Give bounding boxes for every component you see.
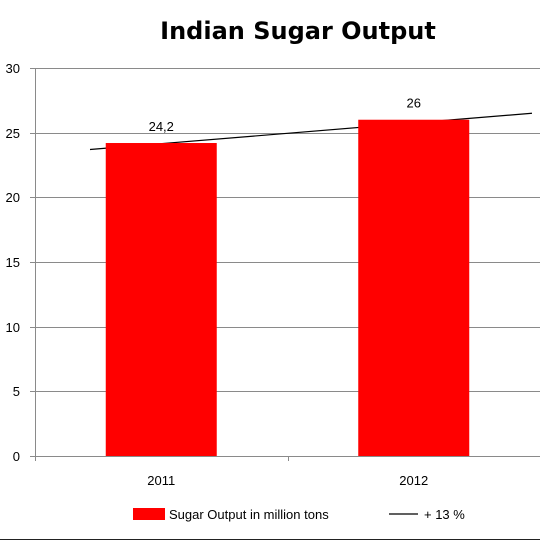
x-axis-labels: 2011 2012 <box>147 473 428 488</box>
y-axis-ticks: 0 5 10 15 20 25 30 <box>6 61 35 464</box>
x-tick-label: 2011 <box>147 473 175 488</box>
y-tick-label: 15 <box>6 255 20 270</box>
y-tick-label: 20 <box>6 190 20 205</box>
legend: Sugar Output in million tons + 13 % <box>133 507 465 522</box>
x-tick-label: 2012 <box>399 473 428 488</box>
y-tick-label: 5 <box>13 384 20 399</box>
axes <box>35 68 540 461</box>
y-tick-label: 10 <box>6 320 20 335</box>
legend-swatch-bar <box>133 508 165 520</box>
chart-title: Indian Sugar Output <box>160 17 436 45</box>
bars <box>105 119 470 456</box>
bar-2011 <box>105 143 217 456</box>
data-labels: 24,2 26 <box>149 96 421 134</box>
data-label: 26 <box>407 96 421 111</box>
y-tick-label: 0 <box>13 449 20 464</box>
bar-2012 <box>358 119 470 456</box>
legend-label-trendline: + 13 % <box>424 507 465 522</box>
y-tick-label: 25 <box>6 126 20 141</box>
y-tick-label: 30 <box>6 61 20 76</box>
legend-label-series: Sugar Output in million tons <box>169 507 329 522</box>
data-label: 24,2 <box>149 119 174 134</box>
